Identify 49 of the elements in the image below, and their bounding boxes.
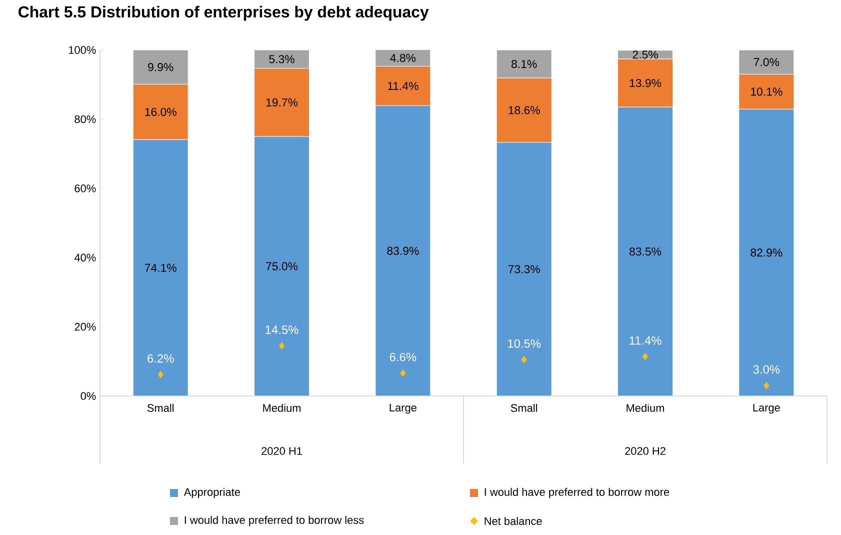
point	[278, 342, 285, 350]
y-tick-label: 20%	[74, 322, 96, 331]
y-tick-label: 40%	[74, 254, 96, 262]
data-label: 11.4%	[630, 336, 662, 345]
data-label: 8.1%	[512, 60, 537, 68]
data-label: 4.8%	[390, 54, 416, 62]
text: 2020 H2	[625, 447, 666, 455]
data-label: 5.3%	[269, 55, 294, 64]
point	[400, 369, 406, 377]
legend-label: Net balance	[484, 516, 542, 526]
data-label: 10.1%	[751, 88, 782, 96]
data-label: 9.9%	[148, 63, 174, 72]
point	[521, 356, 527, 364]
data-label: 73.3%	[508, 265, 540, 274]
y-tick-label: 0%	[80, 392, 96, 400]
data-label: 6.6%	[390, 352, 416, 362]
data-label: 3.0%	[753, 365, 780, 374]
data-label: 6.2%	[148, 354, 174, 363]
data-label: 74.1%	[144, 264, 176, 272]
legend-label: I would have preferred to borrow more	[484, 488, 670, 498]
data-label: 83.9%	[387, 246, 419, 255]
chart-title: Chart 5.5 Distribution of enterprises by debt adequacy	[18, 6, 429, 21]
x-tick-label: Medium	[626, 404, 664, 412]
data-label: 11.4%	[388, 82, 418, 90]
data-label: 75.0%	[266, 262, 298, 270]
data-label: 83.5%	[630, 247, 662, 256]
point	[764, 382, 770, 390]
x-tick-label: Medium	[263, 404, 301, 412]
point	[158, 370, 164, 378]
data-label: 13.9%	[630, 78, 662, 88]
data-label: 2.5%	[632, 50, 658, 59]
text: 2020 H1	[262, 447, 302, 455]
data-label: 19.7%	[266, 98, 298, 106]
data-label: 16.0%	[145, 108, 176, 116]
x-tick-label: Large	[753, 404, 780, 414]
legend-label: Appropriate	[184, 488, 240, 498]
y-tick-label: 80%	[74, 115, 96, 124]
data-label: 18.6%	[508, 106, 540, 114]
data-label: 82.9%	[750, 248, 782, 257]
data-label: 14.5%	[266, 326, 298, 334]
x-tick-label: Small	[510, 404, 538, 412]
legend-label: I would have preferred to borrow less	[184, 516, 364, 526]
x-tick-label: Small	[147, 404, 174, 412]
point	[642, 352, 648, 360]
y-tick-label: 100%	[68, 46, 96, 54]
data-label: 7.0%	[754, 58, 780, 66]
data-label: 10.5%	[508, 339, 541, 348]
y-tick-label: 60%	[74, 184, 96, 192]
x-tick-label: Large	[390, 404, 416, 414]
